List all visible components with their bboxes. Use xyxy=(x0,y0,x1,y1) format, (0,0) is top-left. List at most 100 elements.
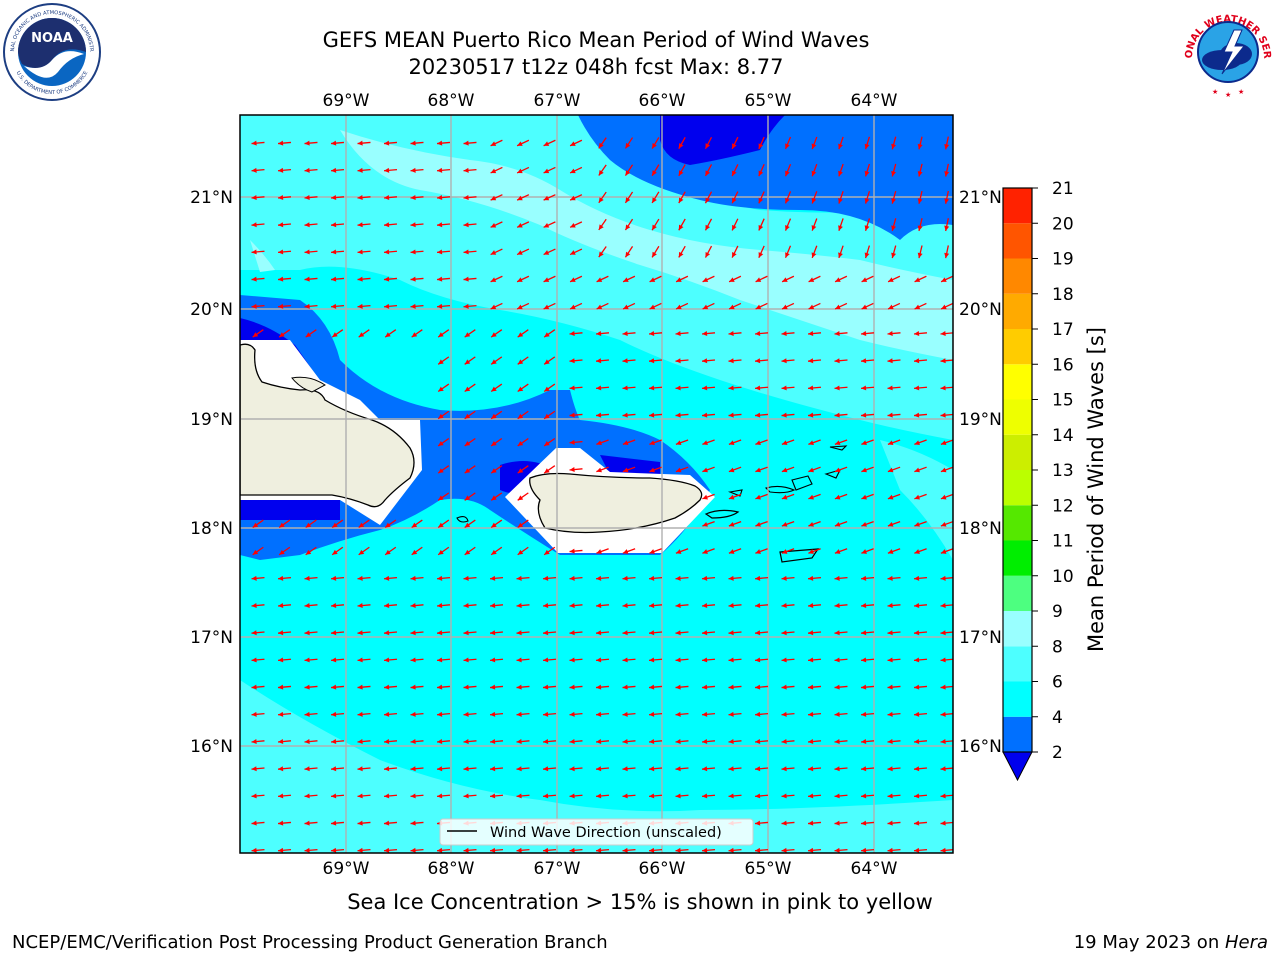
wind-wave-arrow-head xyxy=(411,549,418,555)
wind-wave-arrow-head xyxy=(410,575,416,581)
wind-wave-arrow-head xyxy=(861,603,867,609)
period-band-8-9 xyxy=(340,130,953,360)
wind-wave-arrow-head xyxy=(914,412,920,418)
wind-wave-arrow-head xyxy=(596,467,602,473)
wind-wave-arrow-head xyxy=(728,575,734,581)
wind-wave-arrow-head xyxy=(490,847,496,853)
wind-wave-arrow-head xyxy=(864,170,870,177)
wind-wave-arrow-head xyxy=(384,847,390,853)
wind-wave-arrow-head xyxy=(331,276,337,282)
wind-wave-arrow-head xyxy=(543,575,549,581)
wind-wave-arrow-head xyxy=(384,167,390,173)
wind-wave-arrow-head xyxy=(888,277,894,282)
wind-wave-arrow-head xyxy=(304,847,310,853)
colorbar-segment xyxy=(1003,470,1032,506)
wind-wave-arrow-head xyxy=(675,657,681,663)
wind-wave-arrow-head xyxy=(357,793,363,799)
wind-wave-arrow-head xyxy=(914,467,920,473)
wind-wave-arrow-head xyxy=(834,603,840,609)
wind-wave-arrow-head xyxy=(570,141,576,146)
wind-wave-arrow-head xyxy=(331,820,337,826)
wind-wave-arrow-head xyxy=(649,711,655,717)
wind-wave-arrow-head xyxy=(917,225,923,231)
wind-wave-arrow-head xyxy=(517,522,524,528)
wind-wave-arrow-head xyxy=(596,549,602,554)
wind-wave-arrow-head xyxy=(251,711,257,717)
wind-wave-arrow-head xyxy=(702,521,708,527)
wind-wave-arrow-head xyxy=(437,167,443,173)
wind-wave-arrow-head xyxy=(517,495,524,501)
wind-wave-arrow-head xyxy=(490,657,496,663)
wind-wave-arrow-head xyxy=(623,304,629,310)
wind-wave-arrow-head xyxy=(490,250,497,255)
lat-label: 17°N xyxy=(959,628,1002,648)
wind-wave-arrow-head xyxy=(278,711,284,717)
wind-wave-arrow-head xyxy=(543,304,550,310)
colorbar-tick-label: 15 xyxy=(1052,391,1074,411)
wind-wave-arrow-head xyxy=(251,222,257,228)
wind-wave-arrow-head xyxy=(940,412,946,418)
wind-wave-arrow-head xyxy=(463,630,469,636)
wind-wave-arrow-head xyxy=(729,304,735,310)
wind-wave-arrow-head xyxy=(437,303,443,309)
wind-wave-arrow-head xyxy=(622,358,628,364)
map-title-line-2: 20230517 t12z 048h fcst Max: 8.77 xyxy=(408,55,784,79)
wind-wave-arrow-head xyxy=(384,303,390,309)
wind-wave-arrow-head xyxy=(622,630,628,636)
wind-wave-arrow-head xyxy=(543,141,550,146)
wind-wave-arrow-head xyxy=(304,303,310,309)
land-tortola xyxy=(791,475,813,491)
wind-wave-arrow-head xyxy=(808,412,814,418)
wind-wave-arrow-head xyxy=(808,304,815,310)
wind-wave-arrow-head xyxy=(278,222,284,228)
period-band-8-9-west xyxy=(250,240,275,272)
wind-wave-arrow-head xyxy=(437,684,443,690)
wind-wave-arrow-head xyxy=(411,332,418,338)
lat-label: 19°N xyxy=(959,410,1002,430)
wind-wave-arrow-head xyxy=(544,468,550,474)
wind-wave-arrow-head xyxy=(251,575,257,581)
wind-wave-arrow-head xyxy=(251,739,257,745)
wind-wave-arrow-head xyxy=(278,195,284,201)
wind-wave-arrow-head xyxy=(463,276,469,282)
wind-wave-arrow-head xyxy=(543,630,549,636)
map-title-line-1: GEFS MEAN Puerto Rico Mean Period of Win… xyxy=(322,28,870,52)
wind-wave-arrow-head xyxy=(914,494,920,500)
wind-wave-arrow-head xyxy=(252,522,259,528)
wind-wave-arrow-head xyxy=(940,331,946,337)
wind-wave-arrow-head xyxy=(598,142,604,149)
wind-wave-arrow-head xyxy=(437,603,443,609)
wind-wave-arrow-head xyxy=(569,684,575,690)
lon-label: 68°W xyxy=(428,859,475,879)
wind-wave-arrow-head xyxy=(887,331,893,337)
lat-label: 20°N xyxy=(190,300,233,320)
wind-wave-arrow-head xyxy=(944,225,950,231)
wind-wave-arrow-head xyxy=(649,793,655,799)
wind-wave-arrow-head xyxy=(808,766,814,772)
wind-wave-arrow-head xyxy=(438,386,444,392)
wind-wave-arrow-head xyxy=(808,331,814,337)
wind-wave-arrow-head xyxy=(728,331,734,337)
wind-wave-arrow-head xyxy=(944,198,950,204)
wind-wave-arrow-head xyxy=(755,657,761,663)
wind-wave-arrow-head xyxy=(861,711,867,717)
wind-wave-arrow-head xyxy=(834,440,841,446)
footer-date: 19 May 2023 on xyxy=(1073,932,1225,953)
wind-wave-arrow-head xyxy=(887,521,894,527)
wind-wave-arrow-head xyxy=(251,820,257,826)
wind-wave-arrow-head xyxy=(304,249,310,255)
wind-wave-arrow-head xyxy=(622,440,629,446)
wind-wave-arrow-head xyxy=(491,413,497,419)
wind-wave-arrow-head xyxy=(891,170,897,177)
wind-wave-arrow-head xyxy=(702,412,708,418)
wind-wave-arrow-head xyxy=(517,277,523,282)
wind-wave-arrow-head xyxy=(464,495,471,501)
wind-wave-arrow-head xyxy=(437,575,443,581)
wind-wave-arrow-head xyxy=(728,494,735,500)
wind-wave-arrow-head xyxy=(463,766,469,772)
wind-wave-arrow-head xyxy=(622,603,628,609)
wind-wave-arrow-head xyxy=(755,684,761,690)
wind-wave-arrow-head xyxy=(517,332,524,338)
wind-wave-arrow-head xyxy=(438,332,444,338)
wind-wave-arrow-head xyxy=(384,140,390,146)
